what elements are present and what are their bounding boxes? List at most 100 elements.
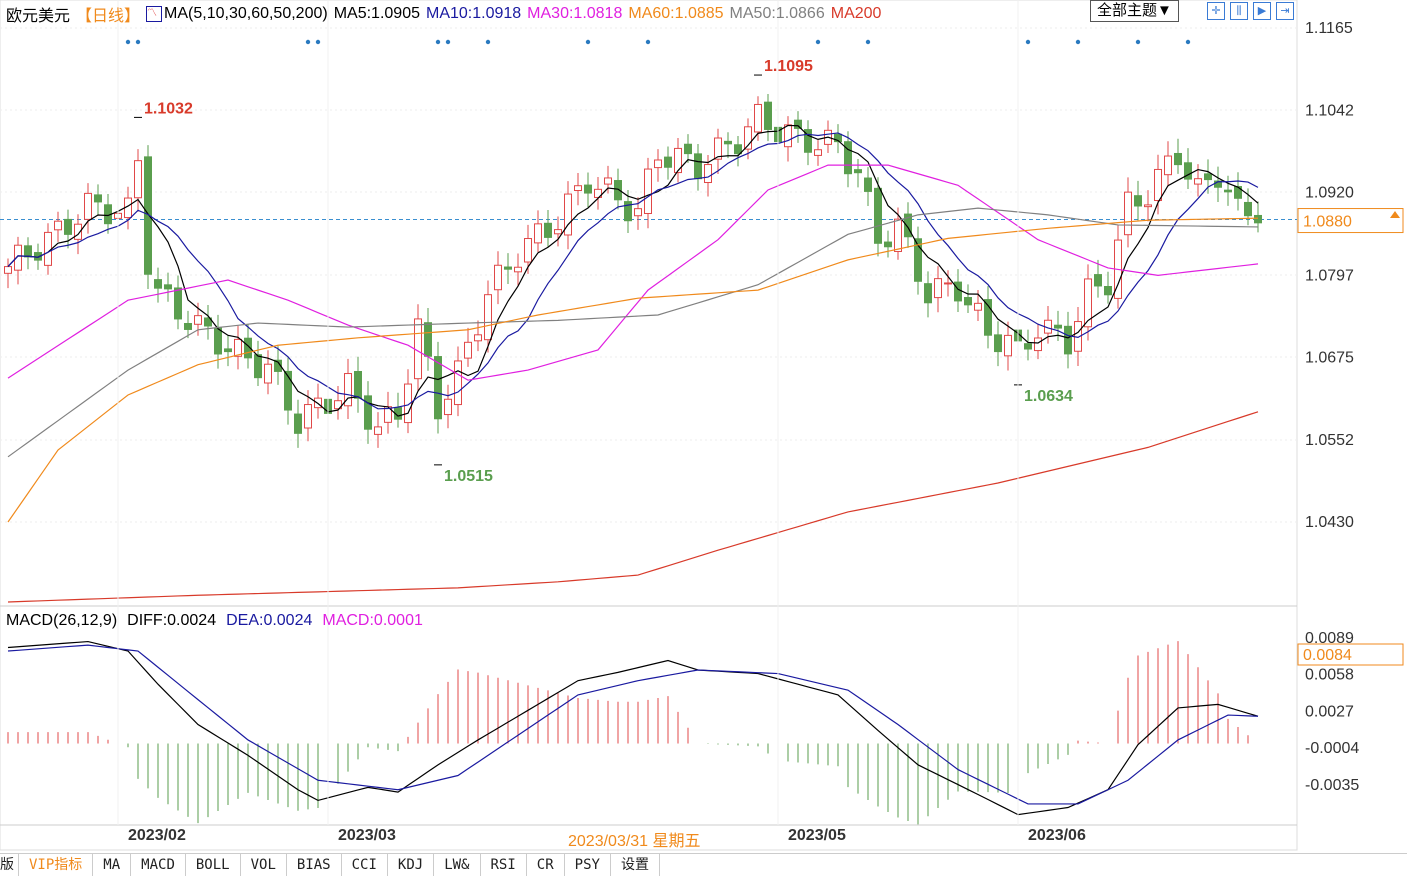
tab-vip[interactable]: VIP指标 [19,854,94,876]
signal-dot [1185,39,1191,45]
candle-down [994,334,1002,353]
tab-vol[interactable]: VOL [241,854,287,876]
candle-down [1184,162,1192,180]
signal-dot [485,39,491,45]
macd-y-tick-label: -0.0004 [1305,740,1359,757]
macd-y-tick-label: 0.0027 [1305,703,1354,720]
candle-up [54,220,62,231]
scroll-end-icon[interactable]: ⇥ [1276,2,1294,20]
candle-up [414,318,422,380]
candle-up [814,149,822,156]
plot-frame [0,0,1298,851]
candle-up [1084,278,1092,328]
candle-down [804,129,812,153]
candle-up [524,238,532,263]
macd-value: MACD:0.0001 [322,612,423,629]
candle-up [674,147,682,174]
candle-up [714,137,722,160]
candle-up [4,266,12,274]
candle-up [1004,334,1012,357]
period-label[interactable]: 【日线】 [76,8,141,25]
ma30-line [7,164,1259,381]
candle-up [564,193,572,236]
candle-down [734,144,742,155]
macd-y-tick-label: 0.0058 [1305,667,1354,684]
candle-up [754,103,762,133]
candle-down [24,245,32,258]
low-annotation: 1.0515 [444,468,493,485]
candle-up [494,264,502,291]
macd-diff-line [7,640,1259,816]
candle-up [444,398,452,416]
candle-down [914,238,922,282]
tab-bias[interactable]: BIAS [287,854,342,876]
tab-item13[interactable]: 设置 [611,854,660,876]
tab-macd[interactable]: MACD [131,854,186,876]
play-icon[interactable]: ▶ [1253,2,1271,20]
ma10-value: MA10:1.0918 [425,5,522,22]
tab-rsi[interactable]: RSI [481,854,527,876]
candle-down [984,299,992,336]
macd-y-tick-label: -0.0035 [1305,777,1359,794]
y-tick-label: 1.0797 [1305,267,1354,284]
tab-kdj[interactable]: KDJ [388,854,435,876]
candle-up [634,208,642,217]
price-arrow-icon [1390,211,1400,218]
candle-up [264,363,272,384]
zoom-range-icon[interactable]: ⫼ [1230,2,1248,20]
candle-down [1204,173,1212,181]
candle-down [924,283,932,304]
tab-lw[interactable]: LW& [434,854,481,876]
signal-dot [305,39,311,45]
ma-indicator-icon[interactable]: 〽 [146,6,163,22]
theme-select-button[interactable]: 全部主题▼ [1090,0,1179,22]
ma200-value: MA200 [830,5,882,22]
candle-up [554,229,562,235]
candle-up [134,160,142,199]
tab-boll[interactable]: BOLL [186,854,241,876]
candle-down [724,140,732,145]
crosshair-icon[interactable]: ✛ [1207,2,1225,20]
candle-down [224,348,232,353]
chart-header: 欧元美元 【日线】 〽 MA(5,10,30,60,50,200) MA5:1.… [6,2,881,26]
candle-up [594,188,602,198]
signal-dot [645,39,651,45]
candle-up [74,223,82,240]
candle-down [794,119,802,129]
tab-item0[interactable]: 版 [0,854,19,876]
x-axis-label: 2023/05 [788,827,846,844]
candle-down [294,413,302,434]
candle-up [14,244,22,271]
candle-down [614,180,622,201]
tab-psy[interactable]: PSY [565,854,611,876]
candle-up [44,231,52,266]
candle-up [1144,204,1152,208]
ma50-value: MA50:1.0866 [729,5,825,22]
y-tick-label: 1.0920 [1305,185,1354,202]
candle-down [64,218,72,235]
candle-down [1064,325,1072,355]
y-tick-label: 1.0675 [1305,349,1354,366]
candle-up [934,278,942,299]
low-annotation: 1.0634 [1024,388,1073,405]
candle-down [844,141,852,175]
candle-down [1254,214,1262,224]
candle-up [604,177,612,185]
signal-dot [585,39,591,45]
candle-down [684,143,692,155]
candle-down [954,281,962,302]
tab-ma[interactable]: MA [93,854,132,876]
macd-current-box [1297,643,1404,666]
candle-up [464,341,472,359]
macd-params: MACD(26,12,9) [6,612,118,629]
ma5-line [7,124,1259,417]
candle-down [764,101,772,130]
candle-down [1104,286,1112,296]
tab-cci[interactable]: CCI [342,854,388,876]
tab-cr[interactable]: CR [527,854,565,876]
symbol-name: 欧元美元 [6,8,71,25]
candle-down [174,287,182,320]
candle-down [964,297,972,306]
candle-up [454,360,462,406]
